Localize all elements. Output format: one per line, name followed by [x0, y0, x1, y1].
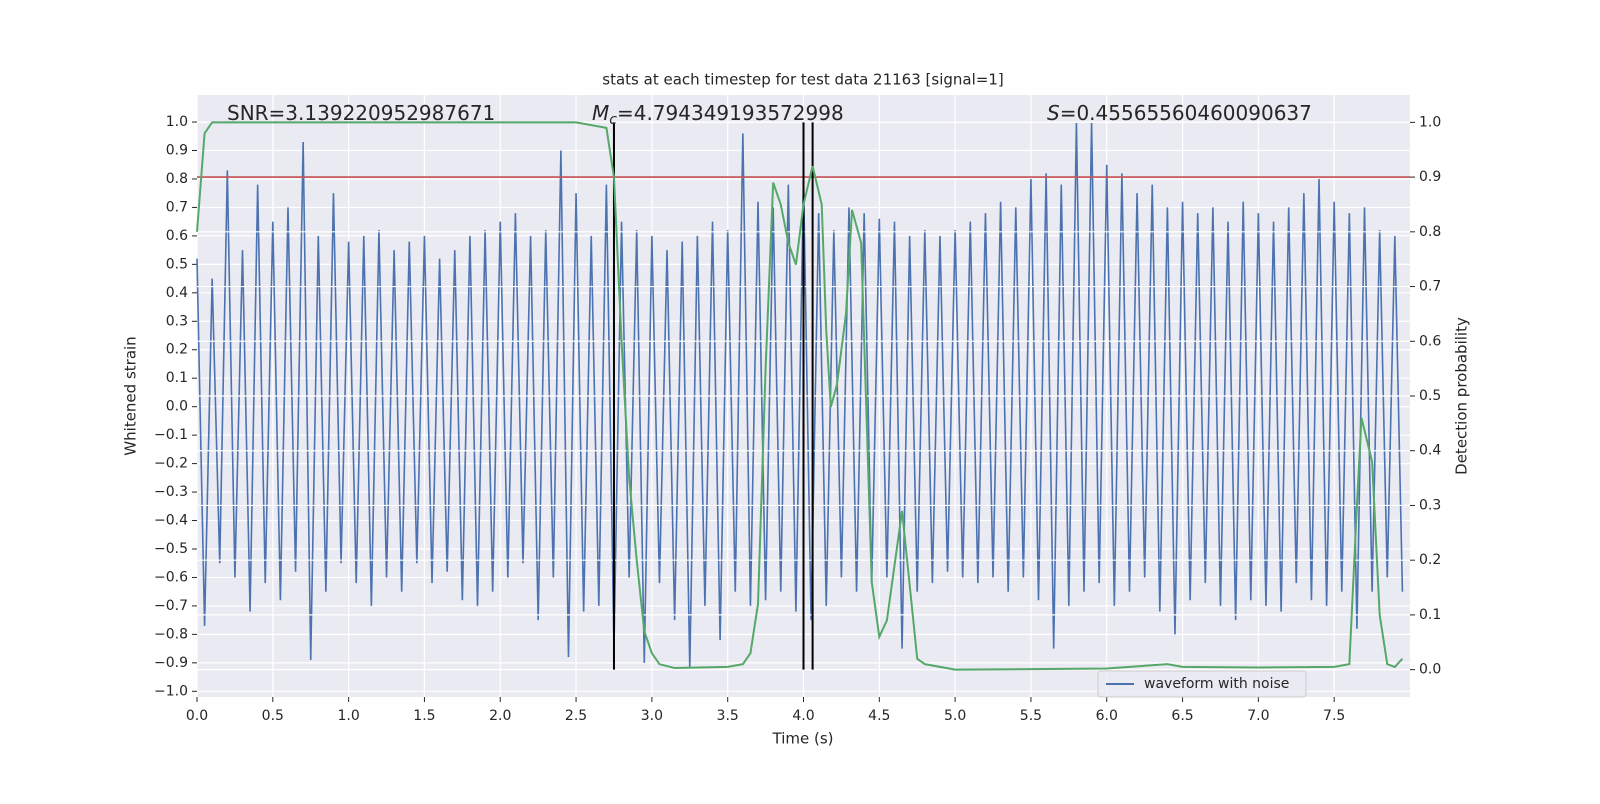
y2-tick-label: 0.8 — [1419, 224, 1441, 240]
x-axis-label: Time (s) — [772, 730, 834, 748]
y2-tick-label: 0.0 — [1419, 662, 1441, 678]
y-tick-label: −0.3 — [154, 484, 188, 500]
y-tick-label: −0.8 — [154, 626, 188, 642]
x-tick-label: 0.0 — [186, 708, 208, 724]
y-tick-label: 0.3 — [166, 313, 188, 329]
y-tick-label: −0.2 — [154, 456, 188, 472]
y-tick-label: 0.7 — [166, 199, 188, 215]
x-tick-label: 5.5 — [1020, 708, 1042, 724]
y-tick-label: 0.8 — [166, 171, 188, 187]
legend-label: waveform with noise — [1144, 676, 1289, 692]
x-tick-label: 1.0 — [337, 708, 359, 724]
annotation: SNR=3.139220952987671 — [227, 101, 495, 125]
annotation-text: SNR=3.139220952987671 — [227, 101, 495, 125]
y2-tick-label: 0.4 — [1419, 443, 1441, 459]
y-tick-label: −0.7 — [154, 598, 188, 614]
annotation-symbol: M — [592, 101, 609, 125]
y-tick-label: 0.2 — [166, 342, 188, 358]
y-axis-label: Whitened strain — [122, 336, 140, 455]
y2-tick-label: 0.6 — [1419, 333, 1441, 349]
x-tick-label: 2.5 — [565, 708, 587, 724]
y-tick-label: −0.4 — [154, 513, 188, 529]
legend-box — [1097, 670, 1307, 698]
y2-tick-label: 0.1 — [1419, 607, 1441, 623]
chart-title: stats at each timestep for test data 211… — [602, 71, 1003, 89]
annotation-subscript: c — [609, 112, 617, 128]
y-tick-label: 1.0 — [166, 114, 188, 130]
x-tick-label: 4.0 — [792, 708, 814, 724]
y-tick-label: 0.9 — [166, 143, 188, 159]
y-tick-label: 0.4 — [166, 285, 188, 301]
x-tick-label: 3.5 — [717, 708, 739, 724]
y2-tick-label: 0.9 — [1419, 169, 1441, 185]
probability-line — [196, 121, 1404, 671]
x-tick-label: 6.0 — [1096, 708, 1118, 724]
y2-tick-label: 0.3 — [1419, 497, 1441, 513]
x-tick-label: 1.5 — [413, 708, 435, 724]
annotation: Mc=4.794349193572998 — [592, 101, 844, 129]
y-tick-label: −0.6 — [154, 569, 188, 585]
x-tick-label: 7.0 — [1247, 708, 1269, 724]
y-tick-label: −1.0 — [154, 683, 188, 699]
x-tick-label: 2.0 — [489, 708, 511, 724]
y2-tick-label: 0.2 — [1419, 552, 1441, 568]
annotation-symbol: S — [1047, 101, 1060, 125]
waveform-line — [196, 122, 1404, 669]
x-tick-label: 0.5 — [262, 708, 284, 724]
y-tick-label: −0.1 — [154, 427, 188, 443]
x-tick-label: 5.0 — [944, 708, 966, 724]
y2-tick-label: 0.5 — [1419, 388, 1441, 404]
x-tick-label: 3.0 — [641, 708, 663, 724]
annotation-text: =0.45565560460090637 — [1060, 101, 1312, 125]
x-tick-label: 6.5 — [1171, 708, 1193, 724]
y-tick-label: −0.5 — [154, 541, 188, 557]
y-tick-label: 0.0 — [166, 399, 188, 415]
annotation-text: =4.794349193572998 — [617, 101, 844, 125]
y-tick-label: −0.9 — [154, 655, 188, 671]
x-tick-label: 7.5 — [1323, 708, 1345, 724]
y2-tick-label: 0.7 — [1419, 279, 1441, 295]
x-tick-label: 4.5 — [868, 708, 890, 724]
y-tick-label: 0.5 — [166, 256, 188, 272]
y2-axis-label: Detection probability — [1453, 317, 1471, 475]
y2-tick-label: 1.0 — [1419, 114, 1441, 130]
annotation: S=0.45565560460090637 — [1047, 101, 1312, 125]
y-tick-label: 0.1 — [166, 370, 188, 386]
y-tick-label: 0.6 — [166, 228, 188, 244]
